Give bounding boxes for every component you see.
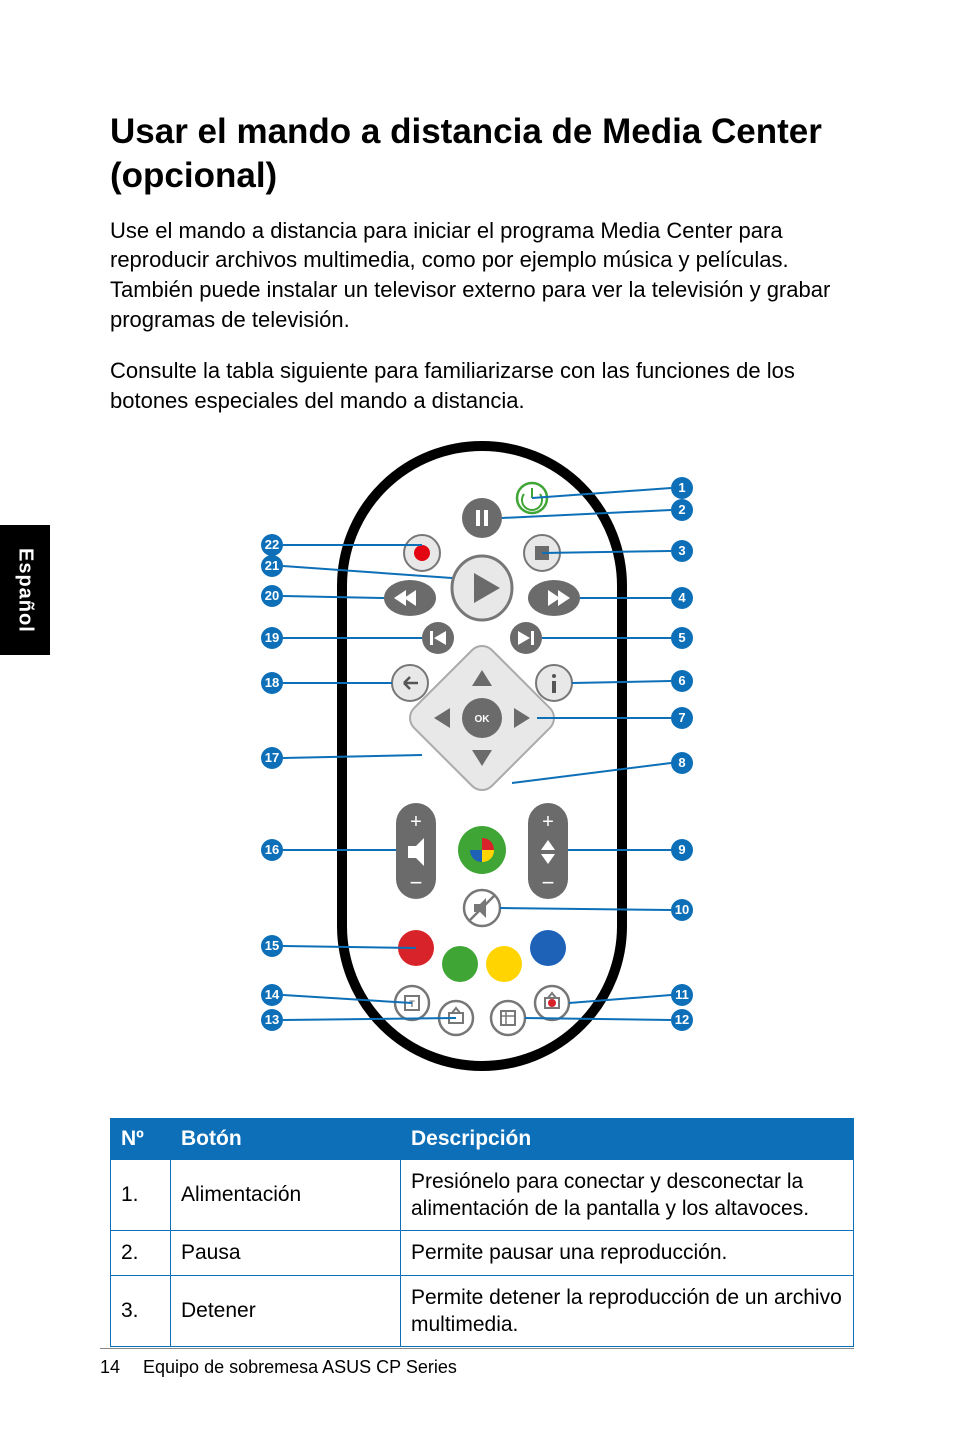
svg-text:16: 16 — [265, 842, 279, 857]
cell-button: Detener — [171, 1275, 401, 1347]
svg-text:T: T — [409, 999, 415, 1009]
svg-text:+: + — [410, 811, 422, 833]
svg-text:2: 2 — [678, 502, 685, 517]
svg-text:9: 9 — [678, 842, 685, 857]
svg-text:5: 5 — [678, 630, 685, 645]
svg-text:4: 4 — [678, 590, 686, 605]
svg-text:22: 22 — [265, 537, 279, 552]
page-number: 14 — [100, 1357, 138, 1378]
svg-text:OK: OK — [475, 714, 491, 725]
cell-no: 1. — [111, 1159, 171, 1231]
footer-product: Equipo de sobremesa ASUS CP Series — [143, 1357, 457, 1377]
cell-desc: Permite pausar una reproducción. — [401, 1231, 854, 1275]
table-row: 1.AlimentaciónPresiónelo para conectar y… — [111, 1159, 854, 1231]
svg-text:12: 12 — [675, 1012, 689, 1027]
cell-desc: Presiónelo para conectar y desconectar l… — [401, 1159, 854, 1231]
svg-text:1: 1 — [678, 480, 685, 495]
svg-text:10: 10 — [675, 902, 689, 917]
table-row: 3.DetenerPermite detener la reproducción… — [111, 1275, 854, 1347]
language-tab-label: Español — [14, 548, 37, 633]
paragraph-1: Use el mando a distancia para iniciar el… — [110, 216, 854, 335]
cell-no: 2. — [111, 1231, 171, 1275]
svg-text:7: 7 — [678, 710, 685, 725]
cell-desc: Permite detener la reproducción de un ar… — [401, 1275, 854, 1347]
button-table: Nº Botón Descripción 1.AlimentaciónPresi… — [110, 1118, 854, 1347]
th-description: Descripción — [401, 1118, 854, 1159]
svg-text:14: 14 — [265, 987, 280, 1002]
cell-button: Alimentación — [171, 1159, 401, 1231]
svg-text:20: 20 — [265, 588, 279, 603]
svg-text:−: − — [410, 870, 423, 895]
svg-text:6: 6 — [678, 673, 685, 688]
paragraph-2: Consulte la tabla siguiente para familia… — [110, 356, 854, 415]
cell-button: Pausa — [171, 1231, 401, 1275]
svg-text:13: 13 — [265, 1012, 279, 1027]
th-button: Botón — [171, 1118, 401, 1159]
cell-no: 3. — [111, 1275, 171, 1347]
language-tab: Español — [0, 525, 50, 655]
remote-diagram: OK + − + − — [112, 438, 852, 1088]
svg-text:+: + — [542, 811, 554, 833]
svg-text:−: − — [542, 870, 555, 895]
th-no: Nº — [111, 1118, 171, 1159]
svg-text:8: 8 — [678, 755, 685, 770]
page-title: Usar el mando a distancia de Media Cente… — [110, 110, 854, 198]
svg-text:21: 21 — [265, 558, 279, 573]
svg-text:19: 19 — [265, 630, 279, 645]
svg-text:17: 17 — [265, 750, 279, 765]
table-row: 2.PausaPermite pausar una reproducción. — [111, 1231, 854, 1275]
svg-text:11: 11 — [675, 987, 689, 1002]
svg-text:18: 18 — [265, 675, 279, 690]
footer: 14 Equipo de sobremesa ASUS CP Series — [100, 1348, 854, 1378]
svg-text:15: 15 — [265, 938, 279, 953]
svg-text:3: 3 — [678, 543, 685, 558]
